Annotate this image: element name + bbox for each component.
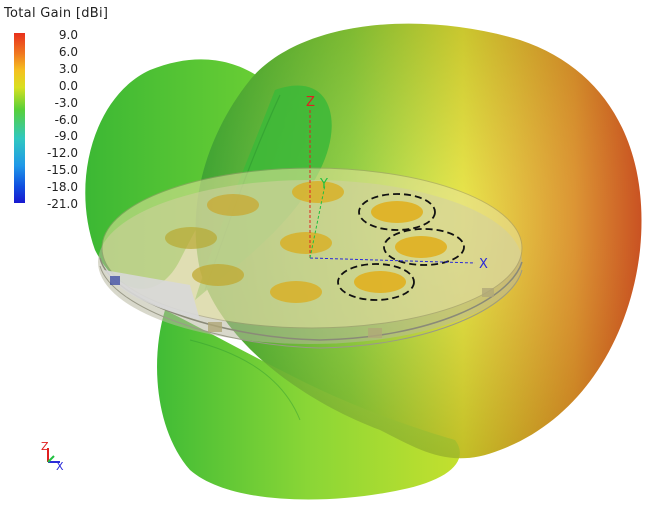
legend-tick-label: 3.0	[58, 61, 78, 76]
legend-tick-label: -18.0	[46, 180, 78, 195]
axis-label-z: Z	[306, 95, 315, 110]
legend-title: Total Gain [dBi]	[4, 6, 109, 21]
patch-element	[207, 194, 259, 216]
patch-element	[192, 264, 244, 286]
patch-element	[270, 281, 322, 303]
patch-element	[395, 236, 447, 258]
axis-label-y: Y	[319, 177, 328, 192]
support-post	[482, 288, 494, 297]
legend-tick-label: 9.0	[58, 28, 78, 42]
triad-label-x: X	[56, 460, 64, 473]
legend-tick-label: -12.0	[46, 146, 78, 161]
antenna-array-disk	[98, 167, 523, 349]
axis-label-x: X	[479, 257, 488, 272]
legend-tick-label: 6.0	[58, 44, 78, 59]
selection-ring	[337, 263, 415, 301]
support-post	[208, 322, 222, 332]
local-axes: Z X Y	[306, 95, 488, 272]
support-post	[368, 328, 382, 338]
legend-tick-label: 0.0	[58, 78, 78, 93]
legend-tick-label: -3.0	[54, 95, 78, 110]
legend-tick-label: -21.0	[46, 197, 78, 211]
triad-label-z: Z	[41, 440, 49, 453]
orientation-triad: Z X	[41, 440, 64, 473]
support-post	[110, 276, 120, 285]
selection-ring	[358, 193, 436, 231]
patch-element	[165, 227, 217, 249]
disk-shadow-wedge	[104, 270, 200, 320]
patch-element	[371, 201, 423, 223]
legend-tick-label: -15.0	[46, 163, 78, 178]
legend-colorbar	[14, 33, 25, 203]
patch-element	[280, 232, 332, 254]
patch-element	[354, 271, 406, 293]
selection-ring	[383, 228, 465, 266]
legend-tick-label: -6.0	[54, 112, 78, 127]
pattern-lobe-bottom	[157, 310, 460, 500]
patch-element	[292, 181, 344, 203]
legend-tick-label: -9.0	[54, 129, 78, 144]
